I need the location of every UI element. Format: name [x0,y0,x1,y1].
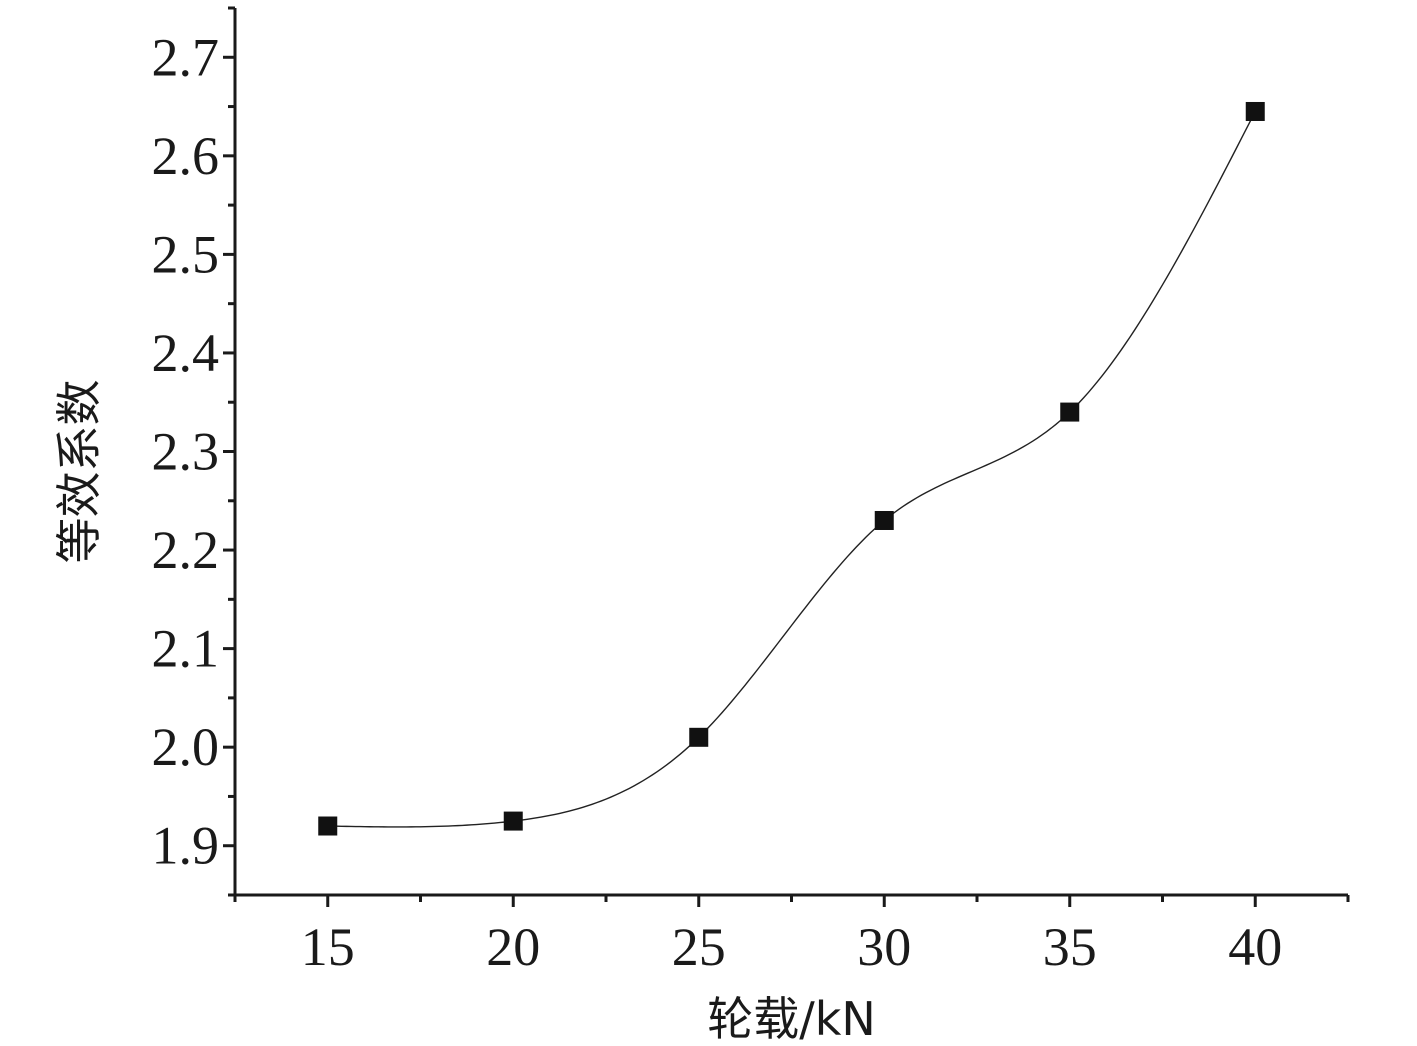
x-axis-title: 轮载/kN [707,992,876,1046]
data-point [874,510,894,530]
x-tick-label: 35 [1043,917,1097,977]
y-tick-label: 2.1 [152,619,220,679]
data-point [689,727,709,747]
y-tick-label: 2.3 [152,422,220,482]
data-point [503,811,523,831]
data-markers [318,101,1265,836]
axes [233,8,1348,897]
y-tick-label: 2.6 [152,126,220,186]
y-tick-label: 2.5 [152,224,220,284]
y-ticks: 1.9 2.0 2.1 2.2 2.3 2.4 2.5 2.6 2.7 [152,6,235,897]
y-tick-label: 2.0 [152,717,220,777]
y-axis-title: 等效系数 [52,380,106,564]
y-tick-label: 2.2 [152,520,220,580]
data-point [318,816,338,836]
data-point [1245,101,1265,121]
y-tick-label: 2.7 [152,27,220,87]
x-tick-label: 15 [301,917,355,977]
x-tick-label: 30 [857,917,911,977]
x-ticks: 15 20 25 30 35 40 [233,895,1350,977]
series-curve [327,111,1256,828]
y-tick-label: 2.4 [152,323,220,383]
x-tick-label: 20 [486,917,540,977]
x-tick-label: 40 [1228,917,1282,977]
data-point [1060,402,1080,422]
y-tick-label: 1.9 [152,816,220,876]
x-tick-label: 25 [672,917,726,977]
